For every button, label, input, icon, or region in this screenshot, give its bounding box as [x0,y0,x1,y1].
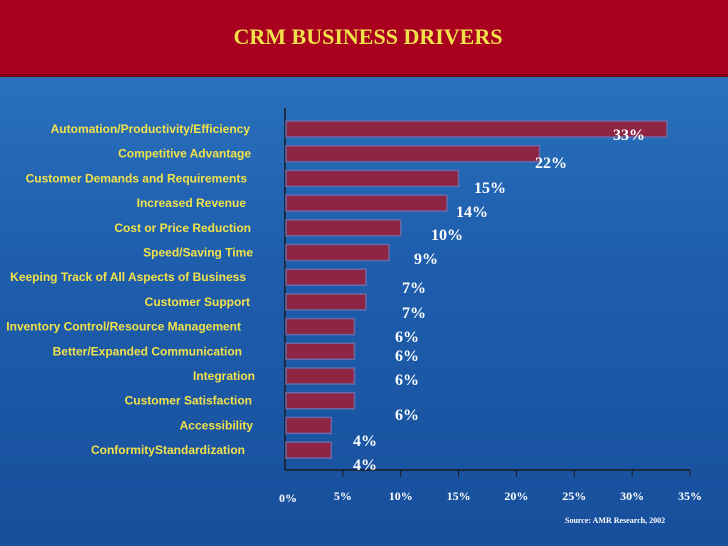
bar-3 [285,194,448,212]
value-label-4: 10% [431,227,463,244]
bar-1 [285,144,541,163]
source-note: Source: AMR Research, 2002 [565,516,665,525]
bar-7 [285,293,367,311]
value-label-11: 6% [395,407,419,424]
bars-group [285,120,668,459]
x-ticks-group: 0% 5% 10% 15% 20% 25% 30% 35% [279,470,702,505]
value-label-9: 6% [395,348,419,365]
x-tick-label-2: 10% [389,489,413,503]
x-tick-label-6: 30% [620,489,644,503]
category-labels-group: Automation/Productivity/Efficiency Compet… [6,122,255,457]
value-label-13: 4% [353,457,377,474]
bar-13 [285,441,333,459]
category-label-10: Integration [193,369,255,383]
x-tick-label-3: 15% [447,489,471,503]
x-tick-label-5: 25% [562,489,586,503]
value-label-3: 14% [456,204,488,221]
category-label-0: Automation/Productivity/Efficiency [51,122,251,136]
category-label-6: Keeping Track of All Aspects of Business [10,270,246,284]
bar-9 [285,342,356,361]
category-label-4: Cost or Price Reduction [114,221,251,235]
value-label-7: 7% [402,305,426,322]
value-label-12: 4% [353,433,377,450]
value-label-0: 33% [613,127,645,144]
x-tick-label-0: 0% [279,491,297,505]
bar-0 [285,120,668,138]
category-label-11: Customer Satisfaction [125,394,252,408]
bar-2 [285,169,460,188]
category-label-12: Accessibility [180,418,254,432]
chart-title: CRM BUSINESS DRIVERS [233,24,503,49]
bar-6 [285,268,367,286]
value-label-2: 15% [474,180,506,197]
bar-8 [285,317,356,336]
value-label-5: 9% [414,251,438,268]
category-label-1: Competitive Advantage [118,147,251,161]
x-tick-label-4: 20% [504,489,528,503]
bar-5 [285,243,390,262]
category-label-8: Inventory Control/Resource Management [6,320,241,334]
value-labels-group: 33% 22% 15% 14% 10% 9% 7% 7% 6% 6% 6% 6% 4% 4% [353,127,645,474]
category-label-13: ConformityStandardization [91,443,245,457]
title-bar: CRM BUSINESS DRIVERS [0,0,728,77]
category-label-2: Customer Demands and Requirements [26,171,248,185]
x-tick-label-1: 5% [334,489,352,503]
value-label-6: 7% [402,280,426,297]
category-label-9: Better/Expanded Communication [53,344,242,358]
category-label-3: Increased Revenue [137,196,247,210]
bar-4 [285,219,402,237]
value-label-8: 6% [395,329,419,346]
category-label-7: Customer Support [145,295,250,309]
x-tick-label-7: 35% [678,489,702,503]
bar-12 [285,416,333,435]
category-label-5: Speed/Saving Time [143,246,253,260]
bar-11 [285,391,356,410]
value-label-1: 22% [535,155,567,172]
value-label-10: 6% [395,372,419,389]
bar-10 [285,367,356,385]
